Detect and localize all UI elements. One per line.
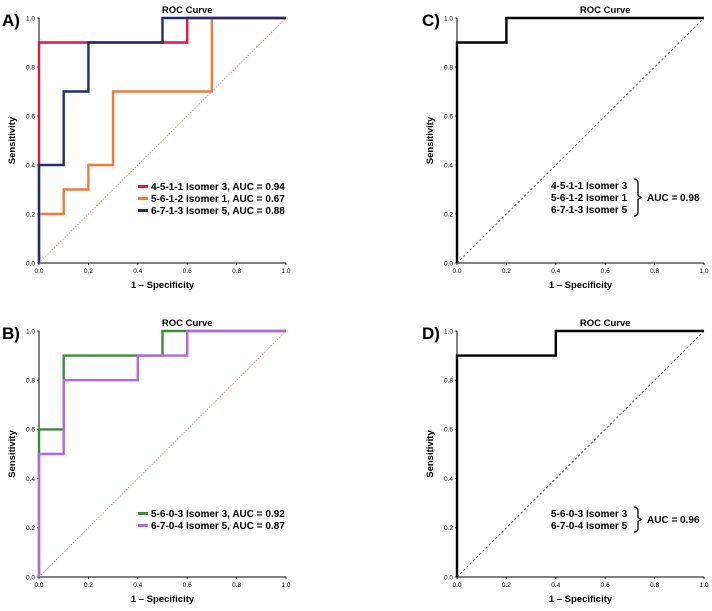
legend-entry: 6-7-1-3 Isomer 5, AUC = 0.88	[151, 206, 285, 217]
x-tick-label: 0.2	[502, 582, 511, 589]
x-axis-label: 1 – Specificity	[131, 280, 195, 291]
roc-line-series-1	[455, 16, 704, 263]
y-tick-label: 0.4	[444, 162, 453, 169]
x-tick-label: 0.6	[183, 582, 192, 589]
auc-label: AUC = 0.98	[647, 193, 700, 204]
x-tick-label: 0.2	[84, 268, 93, 275]
x-tick-label: 0.4	[551, 268, 560, 275]
x-tick-label: 0.2	[84, 582, 93, 589]
roc-panel-3: B) ROC Curve 0.00.0 0.2 0.2 0.4 0.4 0.6 0.6 0.8 0.…	[2, 318, 291, 605]
legend-entry: 5-6-1-2 Isomer 1, AUC = 0.67	[151, 194, 285, 205]
y-axis-label: Sensitivity	[7, 116, 18, 164]
chart-title: ROC Curve	[580, 318, 631, 329]
y-axis-label: Sensitivity	[425, 116, 436, 164]
roc-line-series-1	[37, 329, 286, 577]
y-tick-label: 0.6	[444, 113, 453, 120]
legend-bracket	[633, 178, 643, 217]
reference-diagonal	[456, 17, 705, 264]
bracket-label: 6-7-0-4 Isomer 5	[551, 521, 628, 532]
y-tick-label: 0.2	[26, 525, 35, 532]
roc-line-series-3	[37, 16, 286, 263]
y-tick-label: 0.2	[444, 525, 453, 532]
legend-bracket	[633, 506, 643, 533]
reference-diagonal	[38, 17, 287, 264]
y-axis-label: Sensitivity	[7, 430, 18, 478]
chart-title: ROC Curve	[162, 5, 213, 16]
y-axis-label: Sensitivity	[425, 430, 436, 478]
y-tick-label: 0.6	[444, 427, 453, 434]
roc-line-series-2	[37, 329, 286, 577]
legend-entry: 4-5-1-1 Isomer 3, AUC = 0.94	[151, 182, 285, 193]
x-tick-label: 0.8	[232, 582, 241, 589]
y-tick-label: 0.4	[444, 476, 453, 483]
x-tick-label: 0.2	[502, 268, 511, 275]
y-tick-label: 0.4	[26, 162, 35, 169]
roc-panel-2: C) ROC Curve 0.00.0 0.2 0.2 0.4 0.4 0.6 0.6 0.8 0.…	[422, 5, 709, 291]
y-tick-label: 1.0	[26, 15, 35, 22]
x-tick-label: 0.6	[183, 268, 192, 275]
y-tick-label: 0.6	[26, 113, 35, 120]
legend-entry: 5-6-0-3 Isomer 3, AUC = 0.92	[151, 509, 285, 520]
chart-title: ROC Curve	[162, 318, 213, 329]
x-tick-label: 0.4	[133, 268, 142, 275]
y-tick-label: 0.8	[444, 378, 453, 385]
y-tick-label: 0.0	[26, 574, 35, 581]
x-tick-label: 0.6	[601, 582, 610, 589]
chart-title: ROC Curve	[580, 5, 631, 16]
roc-panel-4: D) ROC Curve 0.00.0 0.2 0.2 0.4 0.4 0.6 0.6 0.8 0.…	[422, 318, 709, 605]
bracket-label: 5-6-1-2 Isomer 1	[551, 193, 628, 204]
y-tick-label: 1.0	[444, 15, 453, 22]
x-tick-label: 1.0	[699, 268, 708, 275]
panel-label: A)	[2, 11, 20, 30]
roc-line-series-2	[37, 16, 286, 263]
y-tick-label: 0.2	[26, 211, 35, 218]
roc-line-series-1	[455, 329, 704, 577]
y-tick-label: 0.8	[444, 64, 453, 71]
reference-diagonal	[38, 330, 287, 578]
x-tick-label: 0.0	[34, 268, 43, 275]
x-tick-label: 0.8	[650, 268, 659, 275]
x-tick-label: 0.6	[601, 268, 610, 275]
x-axis-label: 1 – Specificity	[131, 594, 195, 605]
bracket-label: 5-6-0-3 Isomer 3	[551, 509, 628, 520]
x-tick-label: 0.8	[232, 268, 241, 275]
panel-label: C)	[422, 11, 440, 30]
x-tick-label: 0.0	[452, 582, 461, 589]
auc-label: AUC = 0.96	[647, 515, 700, 526]
y-tick-label: 0.6	[26, 427, 35, 434]
y-tick-label: 0.0	[26, 260, 35, 267]
x-tick-label: 1.0	[699, 582, 708, 589]
y-tick-label: 0.4	[26, 476, 35, 483]
x-axis-label: 1 – Specificity	[549, 280, 613, 291]
y-tick-label: 1.0	[26, 328, 35, 335]
x-tick-label: 0.4	[133, 582, 142, 589]
x-tick-label: 0.0	[34, 582, 43, 589]
x-tick-label: 1.0	[281, 582, 290, 589]
y-tick-label: 1.0	[444, 328, 453, 335]
x-tick-label: 0.4	[551, 582, 560, 589]
panel-label: B)	[2, 324, 20, 343]
x-tick-label: 0.8	[650, 582, 659, 589]
reference-diagonal	[456, 330, 705, 578]
bracket-label: 6-7-1-3 Isomer 5	[551, 205, 628, 216]
y-tick-label: 0.8	[26, 64, 35, 71]
y-tick-label: 0.2	[444, 211, 453, 218]
y-tick-label: 0.0	[444, 574, 453, 581]
x-tick-label: 1.0	[281, 268, 290, 275]
bracket-label: 4-5-1-1 Isomer 3	[551, 181, 628, 192]
roc-panel-1: A) ROC Curve 0.00.0 0.2 0.2 0.4 0.4 0.6 0.6 0.8 0.…	[2, 5, 291, 291]
x-axis-label: 1 – Specificity	[549, 594, 613, 605]
x-tick-label: 0.0	[452, 268, 461, 275]
y-tick-label: 0.8	[26, 378, 35, 385]
legend-entry: 6-7-0-4 Isomer 5, AUC = 0.87	[151, 521, 285, 532]
y-tick-label: 0.0	[444, 260, 453, 267]
panel-label: D)	[422, 324, 440, 343]
